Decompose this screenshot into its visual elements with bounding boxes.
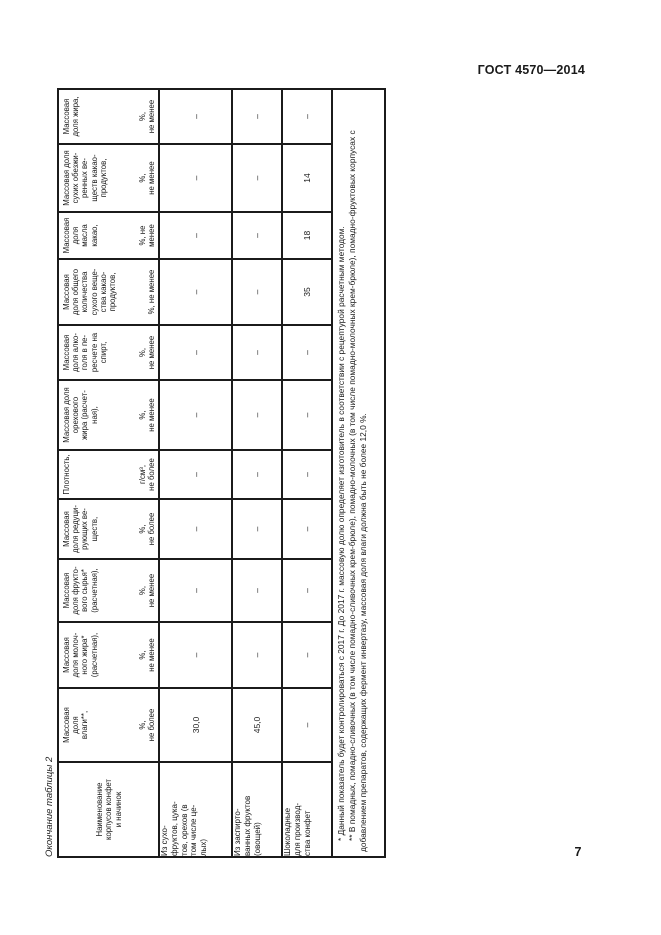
col-header-label: Массовая доля сухих обезжи- ренных ве- щ… <box>62 150 108 206</box>
col-header-cocoa-solids: Массовая доля общего количества сухого в… <box>58 259 159 325</box>
footnote-2: ** В помадных, помадно-сливочных (в том … <box>347 130 369 852</box>
col-header-reducing: Массовая доля редуци- рующих ве- ществ,%… <box>58 499 159 559</box>
col-header-name: Наименование корпусов конфет и начинок <box>58 762 159 857</box>
col-header-label: Массовая доля молоч- ного жира* (расчетн… <box>62 632 99 678</box>
cell-value: – <box>232 559 282 622</box>
page-number: 7 <box>574 845 582 859</box>
col-header-unit: %, не более <box>137 708 156 742</box>
cell-value: – <box>282 688 332 762</box>
col-header-alcohol: Массовая доля алко- голя в пе- ресчете н… <box>58 325 159 380</box>
cell-value: – <box>159 325 232 380</box>
cell-value: – <box>232 89 282 144</box>
col-header-label: Массовая доля фрукто- вого сырья* (расче… <box>62 566 99 615</box>
cell-value: 35 <box>282 259 332 325</box>
cell-value: – <box>159 499 232 559</box>
col-header-density: Плотность, г/см³, не более <box>58 450 159 499</box>
col-header-fat-free-cocoa: Массовая доля сухих обезжи- ренных ве- щ… <box>58 144 159 212</box>
table-row: Шоколадные для производ- ства конфет – –… <box>282 89 332 857</box>
col-header-unit: %, не менее <box>137 161 156 195</box>
rotated-table-block: Окончание таблицы 2 Наименование корпусо… <box>44 80 386 858</box>
cell-value: 30,0 <box>159 688 232 762</box>
table-row: Из заспирто- ванных фруктов (овощей) 45,… <box>232 89 282 857</box>
cell-value: – <box>232 212 282 259</box>
col-header-moisture: Массовая доля влаги**, %, не более <box>58 688 159 762</box>
cell-value: – <box>232 380 282 450</box>
cell-value: – <box>282 89 332 144</box>
table-row: Из сухо- фруктов, цука- тов, орехов (в т… <box>159 89 232 857</box>
col-header-unit: %, не менее <box>146 269 156 315</box>
col-header-fruit-raw: Массовая доля фрукто- вого сырья* (расче… <box>58 559 159 622</box>
cell-value: – <box>232 450 282 499</box>
col-header-label: Массовая доля алко- голя в пе- ресчете н… <box>62 332 108 373</box>
col-header-label: Наименование корпусов конфет и начинок <box>95 778 123 841</box>
cell-value: – <box>159 450 232 499</box>
row-name: Шоколадные для производ- ства конфет <box>282 762 332 857</box>
col-header-nut-fat: Массовая доля орехового жира (расчет- на… <box>58 380 159 450</box>
table-2-continuation: Наименование корпусов конфет и начинок М… <box>57 88 386 858</box>
col-header-cocoa-butter: Массовая доля масла какао, %, не менее <box>58 212 159 259</box>
col-header-fat: Массовая доля жира, %, не менее <box>58 89 159 144</box>
col-header-label: Массовая доля орехового жира (расчет- на… <box>62 387 99 443</box>
col-header-unit: %, не менее <box>137 638 156 672</box>
footnote-row: * Данный показатель будет контролировать… <box>332 89 385 857</box>
col-header-label: Массовая доля редуци- рующих ве- ществ, <box>62 504 99 554</box>
col-header-unit: %, не более <box>137 512 156 546</box>
cell-value: – <box>282 325 332 380</box>
cell-value: – <box>282 450 332 499</box>
cell-value: – <box>282 499 332 559</box>
cell-value: 45,0 <box>232 688 282 762</box>
cell-value: – <box>159 259 232 325</box>
footnote-cell: * Данный показатель будет контролировать… <box>332 89 385 857</box>
cell-value: – <box>159 380 232 450</box>
cell-value: – <box>159 559 232 622</box>
col-header-unit: г/см³, не более <box>137 458 156 491</box>
cell-value: – <box>282 559 332 622</box>
col-header-unit: %, не менее <box>137 224 156 247</box>
footnote-1: * Данный показатель будет контролировать… <box>336 226 346 841</box>
col-header-label: Массовая доля масла какао, <box>62 217 99 254</box>
cell-value: – <box>282 622 332 688</box>
table-caption: Окончание таблицы 2 <box>44 756 55 857</box>
row-name: Из сухо- фруктов, цука- тов, орехов (в т… <box>159 762 232 857</box>
cell-value: – <box>232 499 282 559</box>
col-header-unit: %, не менее <box>137 99 156 134</box>
cell-value: – <box>232 325 282 380</box>
row-name: Из заспирто- ванных фруктов (овощей) <box>232 762 282 857</box>
cell-value: – <box>232 144 282 212</box>
col-header-unit: %, не менее <box>137 335 156 370</box>
col-header-label: Плотность, <box>62 454 71 495</box>
cell-value: – <box>159 89 232 144</box>
col-header-unit: %, не менее <box>137 573 156 608</box>
cell-value: – <box>159 622 232 688</box>
col-header-milk-fat: Массовая доля молоч- ного жира* (расчетн… <box>58 622 159 688</box>
cell-value: 14 <box>282 144 332 212</box>
header-row: Наименование корпусов конфет и начинок М… <box>58 89 159 857</box>
col-header-label: Массовая доля общего количества сухого в… <box>62 268 117 316</box>
col-header-unit: %, не менее <box>137 398 156 432</box>
cell-value: – <box>159 212 232 259</box>
cell-value: – <box>282 380 332 450</box>
cell-value: – <box>232 622 282 688</box>
cell-value: – <box>159 144 232 212</box>
doc-code: ГОСТ 4570—2014 <box>477 63 585 77</box>
cell-value: 18 <box>282 212 332 259</box>
col-header-label: Массовая доля жира, <box>62 96 81 137</box>
cell-value: – <box>232 259 282 325</box>
col-header-label: Массовая доля влаги**, <box>62 707 90 743</box>
